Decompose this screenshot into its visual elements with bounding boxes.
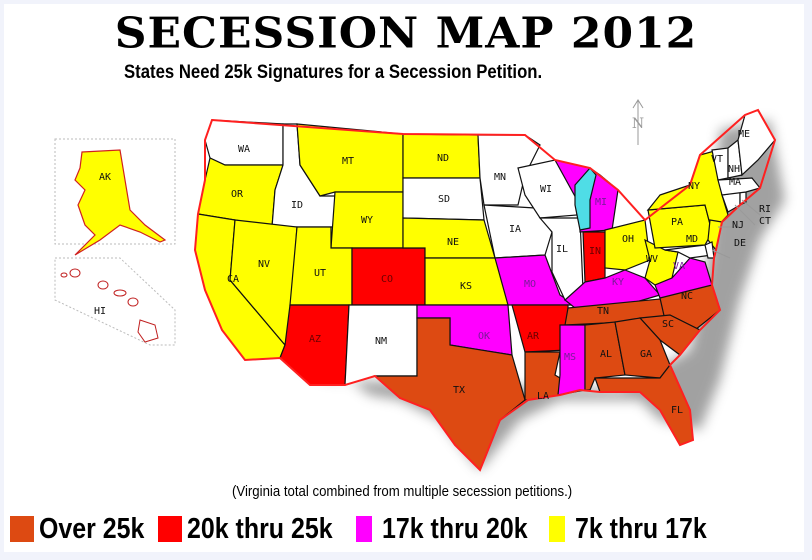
label-OR: OR xyxy=(231,189,244,200)
state-MD[interactable] xyxy=(664,244,714,259)
label-UT: UT xyxy=(314,268,326,279)
state-IA[interactable] xyxy=(483,204,553,259)
virginia-note: (Virginia total combined from multiple s… xyxy=(232,483,573,500)
label-AZ: AZ xyxy=(309,334,321,345)
label-AL: AL xyxy=(600,349,612,360)
legend-item-7k-17k: 7k thru 17k xyxy=(549,513,728,546)
legend-item-over-25k: Over 25k xyxy=(10,513,162,546)
callout-lines xyxy=(711,199,761,259)
page-title: SECESSION MAP 2012 xyxy=(114,9,698,58)
label-ME: ME xyxy=(738,129,750,140)
label-MD: MD xyxy=(686,234,698,245)
coastline-outline xyxy=(193,108,777,472)
legend-swatch xyxy=(549,516,566,542)
label-KY: KY xyxy=(612,277,624,288)
legend: Over 25k 20k thru 25k 17k thru 20k 7k th… xyxy=(10,512,734,546)
label-NE: NE xyxy=(447,237,459,248)
label-CO: CO xyxy=(381,274,393,285)
label-ND: ND xyxy=(437,153,449,164)
label-VA: VA xyxy=(673,261,685,272)
legend-item-17k-20k: 17k thru 20k xyxy=(355,512,551,546)
label-HI: HI xyxy=(94,306,106,317)
label-MN: MN xyxy=(494,172,506,183)
label-SC: SC xyxy=(662,319,674,330)
label-RI: RI xyxy=(759,204,771,215)
legend-swatch xyxy=(355,516,372,542)
state-AK[interactable] xyxy=(74,149,167,256)
label-WV: WV xyxy=(646,254,658,265)
label-IL: IL xyxy=(556,244,568,255)
label-OK: OK xyxy=(478,331,490,342)
state-labels: WA OR CA ID NV MT WY UT AZ CO NM ND SD N… xyxy=(227,129,771,416)
label-AK: AK xyxy=(99,172,111,183)
label-MI: MI xyxy=(595,197,607,208)
label-KS: KS xyxy=(460,281,472,292)
label-DE: DE xyxy=(734,238,746,249)
state-MA[interactable] xyxy=(717,177,762,196)
label-FL: FL xyxy=(671,405,683,416)
label-PA: PA xyxy=(671,217,683,228)
state-IN[interactable] xyxy=(582,231,606,283)
label-WY: WY xyxy=(361,215,373,226)
legend-swatch xyxy=(157,516,182,542)
state-AZ[interactable] xyxy=(279,304,350,386)
legend-label: 20k thru 25k xyxy=(186,512,333,545)
page-subtitle: States Need 25k Signatures for a Secessi… xyxy=(124,62,543,83)
label-NJ: NJ xyxy=(732,220,744,231)
legend-item-20k-25k: 20k thru 25k xyxy=(157,512,356,546)
label-IA: IA xyxy=(509,224,521,235)
label-NY: NY xyxy=(688,181,700,192)
compass-north-label: N xyxy=(632,116,644,132)
label-IN: IN xyxy=(589,246,601,257)
state-WA[interactable] xyxy=(204,119,284,166)
legend-label: Over 25k xyxy=(39,512,145,545)
hawaii-inset: HI xyxy=(54,257,176,346)
label-SD: SD xyxy=(438,194,450,205)
label-CA: CA xyxy=(227,274,239,285)
label-VT: VT xyxy=(711,154,723,165)
label-AR: AR xyxy=(527,331,540,342)
contiguous-states xyxy=(194,109,776,472)
label-MA: MA xyxy=(729,177,741,188)
label-CT: CT xyxy=(759,216,771,227)
label-NH: NH xyxy=(728,164,740,175)
label-MO: MO xyxy=(524,279,536,290)
label-LA: LA xyxy=(537,391,549,402)
legend-label: 7k thru 17k xyxy=(575,512,707,545)
label-TN: TN xyxy=(597,306,609,317)
label-OH: OH xyxy=(622,234,634,245)
legend-swatch xyxy=(10,516,34,542)
alaska-inset: AK xyxy=(54,138,176,256)
legend-label: 17k thru 20k xyxy=(381,512,528,545)
label-NV: NV xyxy=(258,259,270,270)
label-WA: WA xyxy=(238,144,250,155)
state-OH[interactable] xyxy=(604,219,651,271)
label-GA: GA xyxy=(640,349,652,360)
label-NM: NM xyxy=(375,336,387,347)
label-MS: MS xyxy=(564,352,576,363)
label-ID: ID xyxy=(291,200,303,211)
compass: N xyxy=(632,99,644,145)
label-NC: NC xyxy=(681,291,693,302)
label-MT: MT xyxy=(342,156,354,167)
label-TX: TX xyxy=(453,385,465,396)
label-WI: WI xyxy=(540,184,552,195)
